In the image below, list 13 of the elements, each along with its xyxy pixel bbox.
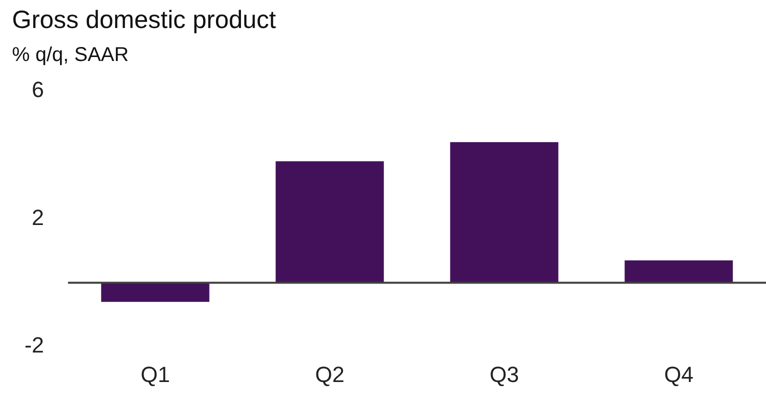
x-tick-label: Q4	[664, 362, 694, 387]
chart-subtitle: % q/q, SAAR	[12, 44, 129, 67]
y-tick-label: -2	[24, 332, 44, 358]
x-tick-label: Q3	[490, 362, 519, 387]
y-tick-label: 2	[32, 204, 44, 230]
bar	[101, 282, 210, 302]
y-tick-label: 6	[32, 77, 44, 102]
bar	[624, 260, 733, 283]
x-tick-label: Q1	[140, 362, 170, 387]
bar	[450, 142, 558, 283]
x-tick-label: Q2	[315, 362, 344, 387]
bar	[276, 161, 384, 283]
chart-title: Gross domestic product	[12, 6, 276, 35]
